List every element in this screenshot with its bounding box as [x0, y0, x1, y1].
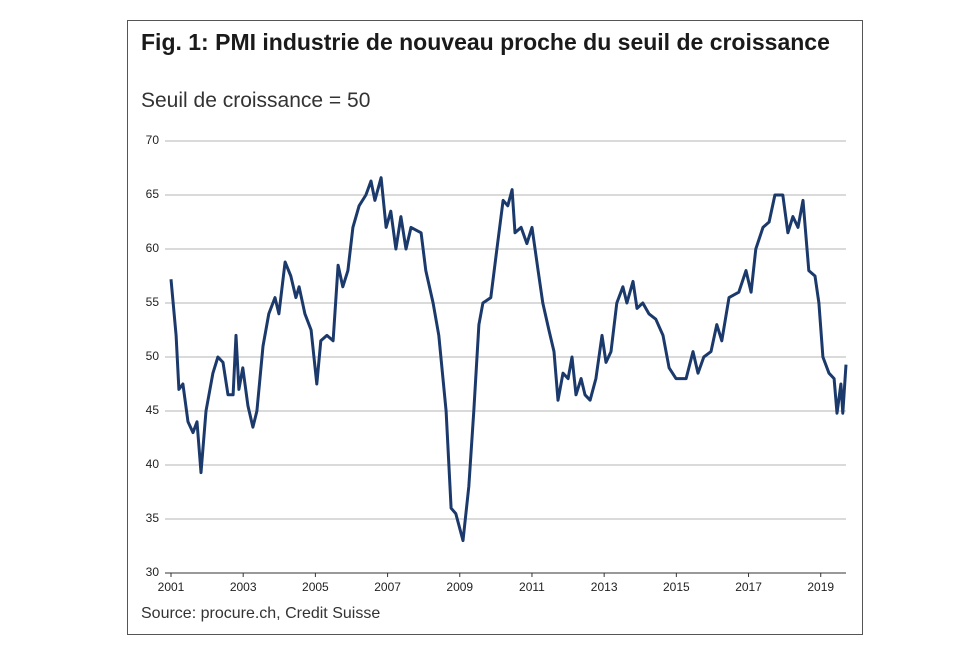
- y-tick-label: 60: [146, 241, 160, 255]
- x-tick-label: 2015: [663, 580, 690, 594]
- x-tick-label: 2003: [230, 580, 257, 594]
- chart: 30 35 40 45 50 55 60 65 70 2001 2003 2005 2007 2009 20…: [146, 133, 848, 594]
- y-tick-label: 40: [146, 457, 160, 471]
- data-line: [169, 176, 848, 543]
- x-tick-label: 2011: [519, 580, 545, 594]
- chart-frame: Fig. 1: PMI industrie de nouveau proche …: [127, 20, 863, 635]
- x-tick-label: 2017: [735, 580, 762, 594]
- y-tick-label: 55: [146, 295, 160, 309]
- source-note: Source: procure.ch, Credit Suisse: [141, 605, 381, 622]
- x-tick-label: 2019: [807, 580, 834, 594]
- y-tick-label: 65: [146, 187, 160, 201]
- y-tick-label: 45: [146, 403, 160, 417]
- x-tick-label: 2009: [446, 580, 473, 594]
- x-tick-label: 2001: [158, 580, 185, 594]
- y-tick-label: 70: [146, 133, 160, 147]
- chart-subtitle: Seuil de croissance = 50: [141, 89, 371, 112]
- y-tick-label: 50: [146, 349, 160, 363]
- y-tick-label: 30: [146, 565, 160, 579]
- x-tick-label: 2005: [302, 580, 329, 594]
- chart-title: Fig. 1: PMI industrie de nouveau proche …: [141, 29, 830, 55]
- y-tick-label: 35: [146, 511, 160, 525]
- x-tick-label: 2007: [374, 580, 401, 594]
- x-tick-label: 2013: [591, 580, 618, 594]
